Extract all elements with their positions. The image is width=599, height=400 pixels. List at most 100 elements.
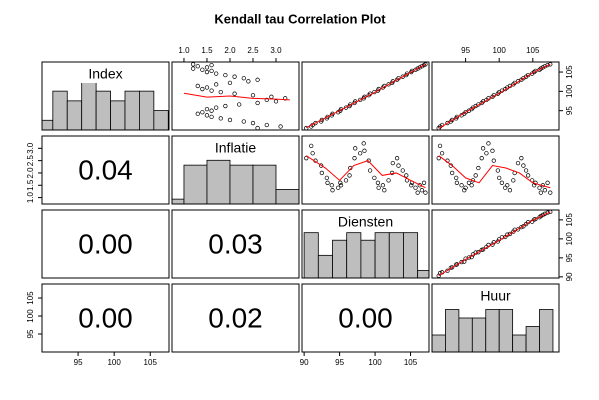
scatter-point: [313, 120, 318, 126]
scatter-point: [319, 170, 325, 176]
panel: [436, 62, 553, 130]
histogram-bar: [403, 232, 419, 278]
scatter-point: [490, 242, 495, 247]
scatter-point: [413, 185, 418, 190]
scatter-point: [241, 76, 246, 81]
scatter-point: [538, 190, 544, 195]
scatter-point: [200, 110, 205, 115]
histogram-bar: [498, 309, 514, 352]
scatter-point: [264, 97, 269, 103]
scatter-point: [479, 156, 484, 161]
histogram-bar: [81, 81, 97, 130]
x-tick-label: 3.0: [270, 46, 282, 55]
panel: [42, 65, 169, 130]
scatter-point: [459, 259, 464, 265]
y-tick-label: 105: [565, 65, 574, 79]
label-box: [335, 213, 396, 231]
scatter-point: [537, 185, 542, 190]
label-box: [205, 139, 266, 157]
scatter-point: [396, 163, 401, 168]
scatter-point: [214, 71, 219, 76]
scatter-point: [463, 110, 468, 115]
scatter-point: [462, 188, 467, 193]
scatter-point: [309, 143, 314, 149]
y-tick-label: 3.0: [26, 142, 35, 154]
scatter-point: [214, 82, 219, 87]
scatter-point: [445, 120, 450, 126]
scatter-point: [542, 188, 548, 193]
scatter-point: [390, 160, 395, 166]
scatter-point: [250, 120, 256, 126]
smooth-line: [438, 211, 551, 277]
scatter-point: [191, 66, 196, 71]
scatter-point: [415, 66, 420, 71]
histogram-bar: [432, 334, 446, 352]
x-tick-label: 90: [300, 358, 309, 367]
panel: [304, 62, 428, 130]
scatter-point: [519, 156, 524, 161]
scatter-point: [404, 173, 409, 178]
scatter-point: [269, 94, 274, 99]
scatter-point: [548, 190, 553, 195]
panel-frame: [41, 61, 170, 131]
scatter-point: [537, 215, 542, 220]
scatter-point: [367, 168, 373, 173]
x-tick-label: 100: [107, 358, 121, 367]
scatter-point: [227, 117, 233, 123]
correlation-value: 0.04: [78, 154, 133, 185]
scatter-point: [463, 185, 468, 190]
scatter-point: [454, 180, 460, 185]
scatter-point: [476, 250, 481, 255]
scatter-point: [454, 175, 459, 181]
scatter-point: [507, 231, 513, 237]
panel-frame: [41, 135, 170, 205]
scatter-point: [511, 178, 516, 183]
scatter-point: [450, 265, 455, 270]
scatter-point: [495, 168, 501, 173]
scatter-point: [537, 67, 542, 72]
histogram-bar: [275, 189, 299, 204]
scatter-point: [352, 156, 357, 161]
scatter-point: [358, 97, 363, 103]
scatter-point: [375, 180, 381, 185]
scatter-point: [195, 64, 200, 69]
scatter-point: [338, 183, 344, 188]
scatter-point: [353, 146, 358, 151]
x-tick-label: 95: [74, 358, 83, 367]
scatter-point: [283, 96, 288, 101]
x-tick-label: 95: [335, 358, 344, 367]
panel-frame: [171, 209, 300, 279]
scatter-point: [329, 183, 334, 188]
scatter-point: [204, 106, 210, 112]
scatter-point: [469, 183, 474, 188]
panel-frame: [431, 61, 560, 131]
scatter-point: [209, 108, 214, 113]
histogram-bar: [42, 119, 54, 130]
panel-frame: [301, 283, 430, 353]
scatter-point: [454, 262, 460, 267]
scatter-point: [372, 89, 377, 95]
label-box: [75, 65, 136, 83]
scatter-point: [413, 67, 418, 72]
scatter-point: [423, 62, 428, 67]
variable-label: Diensten: [338, 214, 393, 230]
scatter-point: [382, 188, 387, 193]
y-tick-label: 1.5: [26, 179, 35, 191]
correlation-value: 0.00: [78, 228, 133, 259]
scatter-point: [545, 180, 550, 185]
x-tick-label: 105: [526, 46, 540, 55]
scatter-point: [525, 173, 531, 178]
panel-frame: [431, 135, 560, 205]
scatter-point: [264, 122, 269, 128]
scatter-point: [419, 64, 425, 69]
histogram-bar: [346, 232, 362, 278]
y-tick-label: 105: [565, 213, 574, 227]
scatter-point: [490, 148, 495, 153]
histogram-bar: [206, 159, 231, 204]
scatter-point: [195, 83, 200, 89]
x-tick-label: 100: [493, 46, 507, 55]
scatter-point: [521, 224, 526, 229]
scatter-point: [409, 183, 414, 188]
x-tick-label: 105: [404, 358, 418, 367]
scatter-point: [503, 185, 508, 190]
